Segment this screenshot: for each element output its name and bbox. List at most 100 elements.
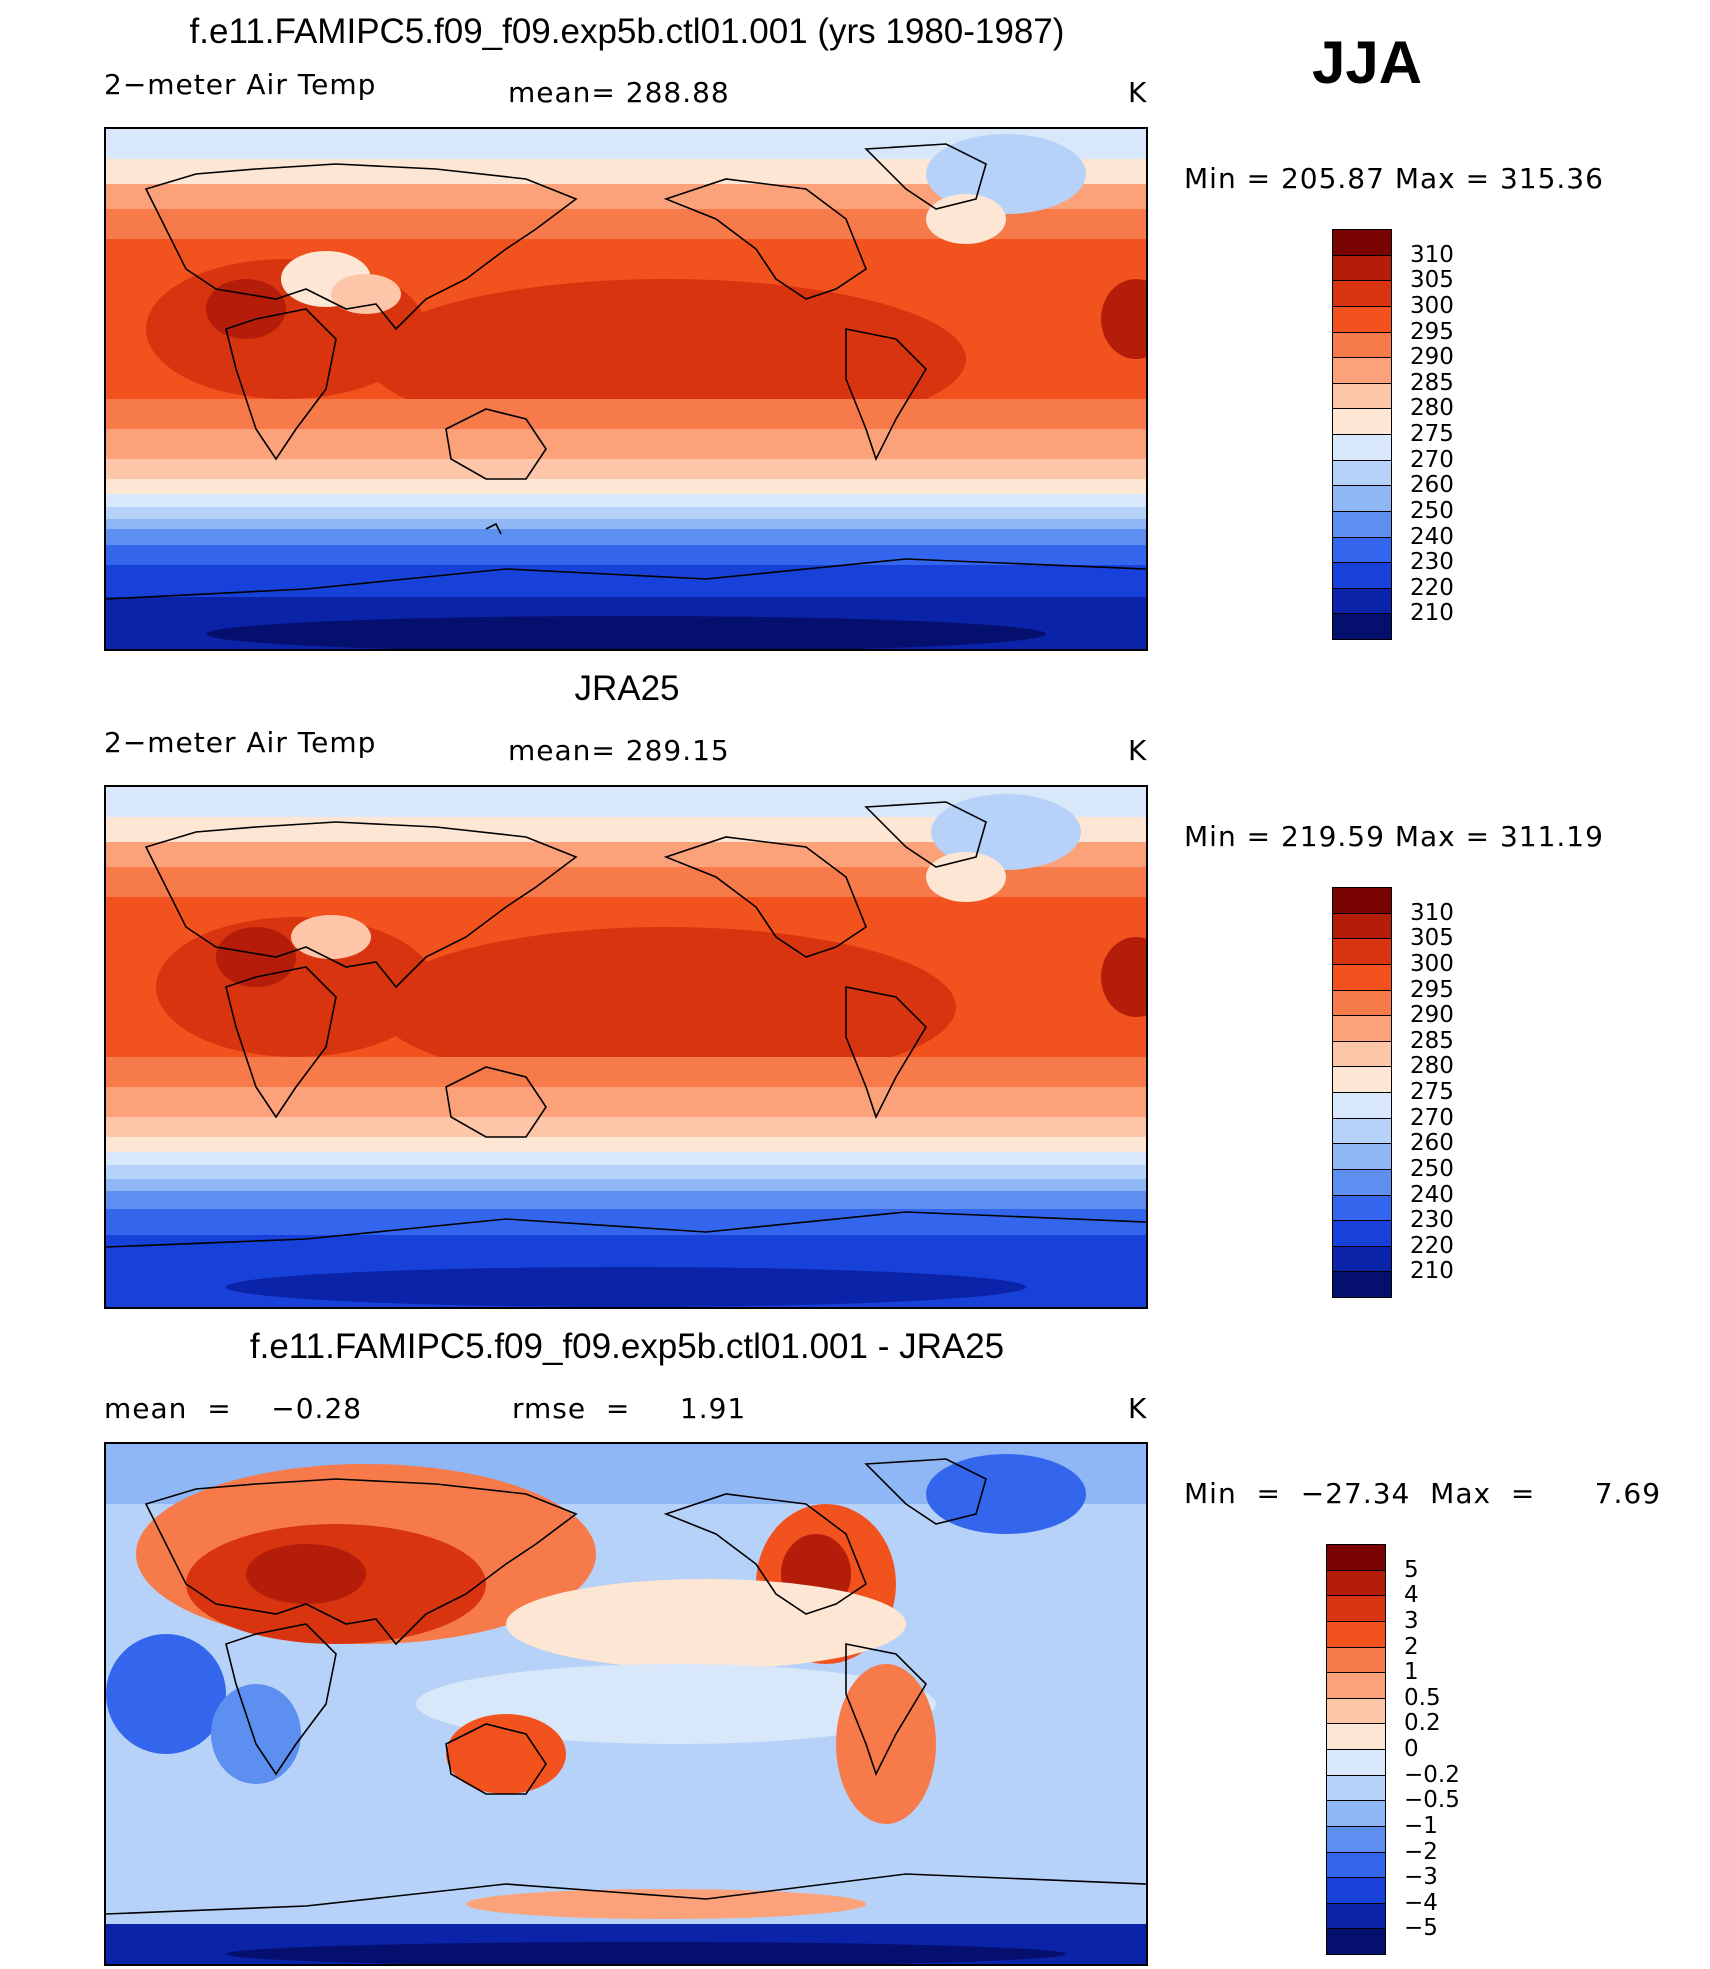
panel3-coastlines: [106, 1458, 1146, 1915]
colorbar-swatch: [1332, 331, 1392, 359]
colorbar-tick-label: 275: [1410, 421, 1454, 447]
panel2-field-label: 2−meter Air Temp: [104, 726, 377, 759]
colorbar-swatch: [1332, 613, 1392, 640]
colorbar-swatch: [1326, 1697, 1386, 1725]
colorbar-tick-label: 260: [1410, 1130, 1454, 1157]
colorbar-swatch: [1332, 485, 1392, 512]
colorbar-tick-label: 4: [1404, 1582, 1419, 1609]
colorbar-tick-label: −0.5: [1404, 1787, 1460, 1814]
panel3-title: f.e11.FAMIPC5.f09_f09.exp5b.ctl01.001 - …: [249, 1327, 1005, 1366]
colorbar-swatch: [1332, 229, 1392, 256]
colorbar-tick-label: 5: [1404, 1556, 1419, 1583]
colorbar-swatch: [1332, 305, 1392, 333]
panel3-units: K: [1128, 1392, 1148, 1425]
colorbar-swatch: [1332, 989, 1392, 1017]
colorbar-tick-label: 280: [1410, 1053, 1454, 1080]
colorbar-swatch: [1326, 1928, 1386, 1955]
colorbar-tick-label: 300: [1410, 292, 1454, 319]
colorbar-swatch: [1326, 1569, 1386, 1597]
colorbar-tick-label: 310: [1410, 241, 1454, 268]
colorbar-swatch: [1326, 1825, 1386, 1853]
colorbar-tick-label: −1: [1404, 1812, 1438, 1839]
colorbar-tick-label: 0.2: [1404, 1710, 1441, 1737]
colorbar-swatch: [1332, 1066, 1392, 1093]
colorbar-swatch: [1332, 963, 1392, 991]
colorbar-swatch: [1332, 1220, 1392, 1247]
colorbar-swatch: [1326, 1620, 1386, 1648]
panel2-map-svg: [106, 787, 1146, 1307]
panel1-map-svg: [106, 129, 1146, 649]
panel2-minmax: Min = 219.59 Max = 311.19: [1184, 820, 1604, 853]
panel2-temperature-field: [106, 787, 1146, 1307]
colorbar-swatch: [1332, 1143, 1392, 1170]
colorbar-swatch: [1332, 1117, 1392, 1145]
colorbar-swatch: [1326, 1595, 1386, 1622]
colorbar-tick-label: −3: [1404, 1864, 1438, 1891]
colorbar-tick-label: 305: [1410, 267, 1454, 294]
colorbar-tick-label: 2: [1404, 1633, 1419, 1660]
panel3-map-svg: [106, 1444, 1146, 1964]
colorbar-tick-label: 285: [1410, 1027, 1454, 1054]
panel1-field-label: 2−meter Air Temp: [104, 68, 377, 101]
colorbar-tick-label: 290: [1410, 344, 1454, 371]
colorbar-swatch: [1332, 1092, 1392, 1119]
panel1-temperature-field: [106, 129, 1146, 649]
colorbar-tick-label: 270: [1410, 446, 1454, 473]
colorbar-tick-label: −0.2: [1404, 1761, 1460, 1788]
colorbar-swatch: [1332, 408, 1392, 435]
colorbar-swatch: [1332, 887, 1392, 914]
panel1-title: f.e11.FAMIPC5.f09_f09.exp5b.ctl01.001 (y…: [189, 12, 1065, 51]
colorbar-swatch: [1326, 1800, 1386, 1827]
colorbar-tick-label: 240: [1410, 1181, 1454, 1208]
colorbar-swatch: [1332, 536, 1392, 564]
panel2-title: JRA25: [574, 669, 680, 708]
colorbar-tick-label: 230: [1410, 1207, 1454, 1234]
colorbar-swatch: [1332, 1040, 1392, 1068]
colorbar-tick-label: 210: [1410, 600, 1454, 627]
colorbar-tick-label: 240: [1410, 523, 1454, 550]
colorbar-swatch: [1326, 1749, 1386, 1776]
colorbar-tick-label: 280: [1410, 395, 1454, 422]
colorbar-swatch: [1332, 1271, 1392, 1298]
panel1-mean-label: mean= 288.88: [508, 76, 730, 109]
colorbar-swatch: [1332, 1168, 1392, 1196]
panel3-minmax: Min = −27.34 Max = 7.69: [1184, 1477, 1662, 1510]
colorbar-swatch: [1332, 434, 1392, 461]
season-label: JJA: [1312, 29, 1423, 96]
colorbar-swatch: [1332, 510, 1392, 538]
panel2-coastlines: [106, 801, 1146, 1248]
panel1-units: K: [1128, 76, 1148, 109]
colorbar-tick-label: 3: [1404, 1607, 1419, 1634]
panel3-difference-field: [106, 1444, 1146, 1964]
colorbar-swatch: [1326, 1672, 1386, 1699]
colorbar-swatch: [1332, 459, 1392, 487]
colorbar-tick-label: 305: [1410, 925, 1454, 952]
colorbar-tick-label: 285: [1410, 369, 1454, 396]
colorbar-tick-label: 295: [1410, 318, 1454, 345]
colorbar-tick-label: 0: [1404, 1736, 1419, 1762]
colorbar-swatch: [1332, 382, 1392, 410]
colorbar-swatch: [1332, 938, 1392, 965]
colorbar-swatch: [1332, 562, 1392, 589]
colorbar-tick-label: 210: [1410, 1258, 1454, 1285]
colorbar-swatch: [1332, 357, 1392, 384]
colorbar-swatch: [1326, 1851, 1386, 1879]
colorbar-tick-label: 260: [1410, 472, 1454, 499]
colorbar-swatch: [1326, 1774, 1386, 1802]
colorbar-swatch: [1332, 1245, 1392, 1273]
panel2-mean-label: mean= 289.15: [508, 734, 730, 767]
colorbar-swatch: [1326, 1723, 1386, 1750]
panel3-rmse-label: rmse = 1.91: [512, 1392, 747, 1425]
colorbar-tick-label: 300: [1410, 950, 1454, 977]
colorbar-tick-label: 0.5: [1404, 1684, 1441, 1711]
panel1-map: [104, 127, 1148, 651]
colorbar-swatch: [1326, 1902, 1386, 1930]
panel1-coastlines: [106, 143, 1146, 600]
panel2-units: K: [1128, 734, 1148, 767]
colorbar-tick-label: 275: [1410, 1079, 1454, 1105]
colorbar-tick-label: −4: [1404, 1889, 1438, 1916]
colorbar-swatch: [1332, 912, 1392, 940]
colorbar-tick-label: 1: [1404, 1659, 1419, 1686]
colorbar-swatch: [1332, 280, 1392, 307]
panel3-map: [104, 1442, 1148, 1966]
